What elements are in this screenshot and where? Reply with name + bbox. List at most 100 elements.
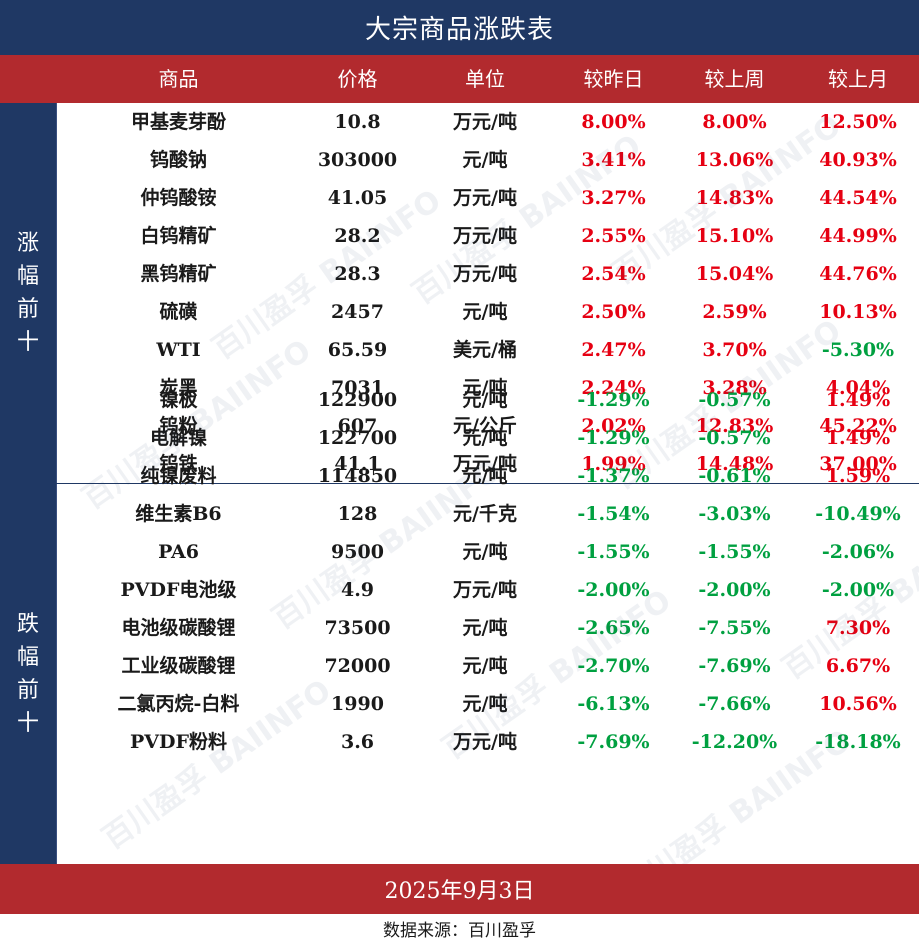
commodity-name: 黑钨精矿 [140,263,217,285]
table-row: 炭黑 7031 元/吨 2.24% 3.28% 4.04% [57,369,919,407]
change-vs-last-month: 1.49% [825,389,891,411]
commodity-name: PA6 [158,541,199,563]
change-vs-last-month: 44.54% [819,187,897,209]
table-row: 钨酸钠 303000 元/吨 3.41% 13.06% 40.93% [57,141,919,179]
change-vs-last-month: 37.00% [819,453,897,475]
change-vs-yesterday: -1.29% [577,389,650,411]
change-vs-last-month: 7.30% [825,617,891,639]
header-unit: 单位 [465,67,505,91]
price-value: 1990 [331,693,384,715]
change-vs-yesterday: 2.47% [581,339,646,361]
change-vs-last-week: -2.00% [698,579,771,601]
change-vs-yesterday: -1.54% [577,503,650,525]
change-vs-last-week: 15.10% [695,225,774,247]
unit-value: 美元/桶 [453,339,517,361]
change-vs-yesterday: -2.70% [577,655,650,677]
unit-value: 元/吨 [462,617,508,639]
unit-value: 元/吨 [462,377,508,399]
change-vs-yesterday: -1.37% [577,465,650,487]
change-vs-yesterday: -7.69% [577,731,650,753]
price-value: 607 [337,415,378,437]
commodity-name: PVDF电池级 [120,579,237,601]
change-vs-last-week: 14.48% [695,453,774,475]
unit-value: 元/吨 [462,465,508,487]
change-vs-yesterday: 3.41% [581,149,646,171]
table-row: 甲基麦芽酚 10.8 万元/吨 8.00% 8.00% 12.50% [57,103,919,141]
change-vs-last-week: -3.03% [698,503,771,525]
price-value: 303000 [317,149,398,171]
unit-value: 元/吨 [462,655,508,677]
commodity-name: 工业级碳酸锂 [121,655,236,677]
change-vs-yesterday: -6.13% [577,693,650,715]
commodity-name: 镍板 [159,389,198,411]
table-row: 电解镍 122700 元/吨 -1.29% -0.57% 1.49% [57,419,919,457]
unit-value: 元/吨 [462,149,508,171]
table-row: 白钨精矿 28.2 万元/吨 2.55% 15.10% 44.99% [57,217,919,255]
price-value: 114850 [317,465,398,487]
change-vs-yesterday: -2.00% [577,579,650,601]
price-value: 122900 [317,389,398,411]
change-vs-last-week: 8.00% [702,111,767,133]
commodity-name: 炭黑 [159,377,198,399]
change-vs-last-week: -0.57% [698,427,771,449]
commodity-name: PVDF粉料 [130,731,227,753]
price-value: 41.05 [327,187,388,209]
change-vs-yesterday: 2.24% [581,377,646,399]
change-vs-last-month: -5.30% [821,339,895,361]
change-vs-last-week: 14.83% [695,187,774,209]
change-vs-last-month: -2.06% [821,541,895,563]
header-vs-last-month: 较上月 [828,67,888,91]
table-row: 黑钨精矿 28.3 万元/吨 2.54% 15.04% 44.76% [57,255,919,293]
change-vs-yesterday: -1.55% [577,541,650,563]
commodity-name: 白钨精矿 [140,225,217,247]
unit-value: 元/千克 [453,503,517,525]
change-vs-last-week: 12.83% [695,415,774,437]
group-divider [0,483,919,484]
commodity-name: 甲基麦芽酚 [130,111,226,133]
commodity-name: 电池级碳酸锂 [121,617,236,639]
change-vs-yesterday: -2.65% [577,617,650,639]
unit-value: 万元/吨 [453,111,517,133]
change-vs-yesterday: 2.55% [581,225,646,247]
price-value: 10.8 [334,111,381,133]
change-vs-last-month: 1.59% [825,465,891,487]
change-vs-last-week: 2.59% [702,301,767,323]
change-vs-last-week: -7.69% [698,655,771,677]
top-gainers-table: 甲基麦芽酚 10.8 万元/吨 8.00% 8.00% 12.50% 钨酸钠 303000 元/… [57,103,919,483]
table-row: 工业级碳酸锂 72000 元/吨 -2.70% -7.69% 6.67% [57,647,919,685]
change-vs-last-month: 1.49% [825,427,891,449]
price-value: 28.2 [334,225,381,247]
unit-value: 万元/吨 [453,579,517,601]
data-source: 数据来源：百川盈孚 [0,914,919,943]
header-price: 价格 [337,67,378,91]
price-value: 3.6 [340,731,375,753]
commodity-name: 二氯丙烷-白料 [117,693,240,715]
unit-value: 元/吨 [462,693,508,715]
change-vs-last-month: 40.93% [819,149,897,171]
change-vs-yesterday: 1.99% [581,453,646,475]
table-row: 硫磺 2457 元/吨 2.50% 2.59% 10.13% [57,293,919,331]
change-vs-yesterday: 8.00% [581,111,646,133]
price-value: 72000 [324,655,391,677]
unit-value: 万元/吨 [453,731,517,753]
table-title: 大宗商品涨跌表 [0,0,919,55]
change-vs-last-month: -2.00% [821,579,895,601]
change-vs-yesterday: 2.02% [581,415,646,437]
table-row: 纯镍废料 114850 元/吨 -1.37% -0.61% 1.59% [57,457,919,495]
change-vs-last-month: 45.22% [819,415,897,437]
group-label-top-gainers-text: 涨幅前十 [16,231,39,355]
price-value: 122700 [317,427,398,449]
commodity-name: 电解镍 [149,427,207,449]
table-row: 电池级碳酸锂 73500 元/吨 -2.65% -7.55% 7.30% [57,609,919,647]
change-vs-yesterday: -1.29% [577,427,650,449]
commodity-name: WTI [156,339,201,361]
change-vs-last-week: -7.55% [698,617,771,639]
change-vs-last-week: 13.06% [695,149,774,171]
table-row: 仲钨酸铵 41.05 万元/吨 3.27% 14.83% 44.54% [57,179,919,217]
unit-value: 元/吨 [462,427,508,449]
price-value: 41.1 [334,453,381,475]
unit-value: 万元/吨 [453,225,517,247]
commodity-name: 钨酸钠 [149,149,207,171]
commodity-name: 维生素B6 [135,503,222,525]
header-vs-yesterday: 较昨日 [583,67,644,91]
